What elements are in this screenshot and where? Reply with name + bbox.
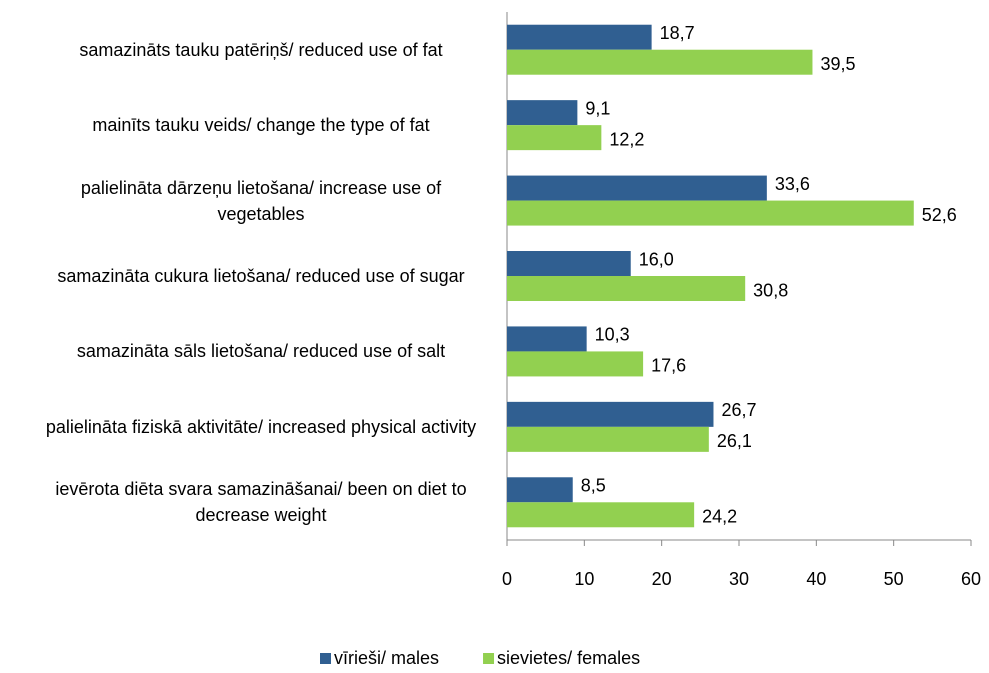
- bar: [507, 351, 644, 377]
- bar: [507, 326, 587, 352]
- category-label: samazināts tauku patēriņš/ reduced use o…: [79, 39, 443, 60]
- category-label: samazināta sāls lietošana/ reduced use o…: [76, 341, 446, 362]
- category-label: mainīts tauku veids/ change the type of …: [92, 115, 430, 136]
- category-label: samazināta cukura lietošana/ reduced use…: [57, 266, 465, 286]
- x-tick-label: 20: [652, 569, 672, 589]
- category-label: palielināta dārzeņu lietošana/ increase …: [80, 177, 442, 224]
- value-label: 52,6: [922, 205, 957, 225]
- legend-swatch: [320, 653, 331, 664]
- legend-swatch: [483, 653, 495, 664]
- bar: [507, 100, 578, 126]
- category-label: ievērota diēta svara samazināšanai/ been…: [55, 479, 467, 526]
- bar: [507, 401, 714, 427]
- x-tick-label: 10: [574, 569, 594, 589]
- value-label: 9,1: [585, 98, 610, 118]
- value-label: 18,7: [660, 23, 695, 43]
- value-label: 10,3: [595, 325, 630, 345]
- bar: [507, 426, 709, 452]
- value-label: 30,8: [753, 280, 788, 300]
- x-tick-label: 60: [961, 569, 981, 589]
- value-label: 33,6: [775, 174, 810, 194]
- value-label: 39,5: [820, 54, 855, 74]
- x-tick-label: 40: [806, 569, 826, 589]
- x-tick-label: 50: [884, 569, 904, 589]
- bar: [507, 276, 746, 301]
- bar: [507, 125, 602, 151]
- value-label: 16,0: [639, 249, 674, 269]
- x-tick-label: 0: [502, 569, 512, 589]
- value-label: 24,2: [702, 507, 737, 527]
- bar: [507, 502, 695, 528]
- legend-label: vīrieši/ males: [334, 648, 439, 668]
- bar: [507, 477, 573, 503]
- legend-label: sievietes/ females: [497, 648, 640, 668]
- value-label: 17,6: [651, 356, 686, 376]
- category-label: palielināta fiziskā aktivitāte/ increase…: [45, 416, 477, 437]
- value-label: 12,2: [609, 129, 644, 149]
- bar: [507, 175, 767, 201]
- value-label: 26,7: [721, 400, 756, 420]
- bar: [507, 24, 652, 50]
- bar: [507, 200, 914, 226]
- value-label: 26,1: [717, 431, 752, 451]
- bar: [507, 251, 631, 276]
- value-label: 8,5: [581, 476, 606, 496]
- x-tick-label: 30: [729, 569, 749, 589]
- bar: [507, 49, 813, 75]
